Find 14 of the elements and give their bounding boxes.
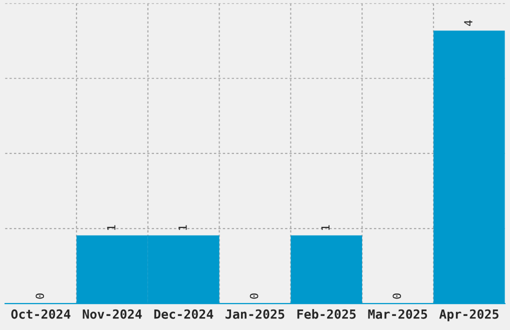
- data-label: 0: [392, 293, 402, 299]
- data-label: 0: [250, 293, 258, 299]
- x-tick-label: Apr-2025: [439, 309, 498, 322]
- x-tick-label: Feb-2025: [297, 309, 356, 319]
- data-label: 0: [36, 293, 44, 299]
- x-tick-label: Oct-2024: [11, 309, 70, 319]
- x-tick-label: Dec-2024: [154, 309, 214, 319]
- x-tick-label: Jan-2025: [226, 309, 284, 319]
- x-tick-label: Nov-2024: [82, 309, 142, 319]
- data-label: 4: [464, 20, 472, 26]
- x-tick-label: Mar-2025: [368, 309, 428, 319]
- data-label: 1: [107, 225, 116, 230]
- data-label: 1: [178, 225, 187, 230]
- data-label: 1: [321, 225, 330, 230]
